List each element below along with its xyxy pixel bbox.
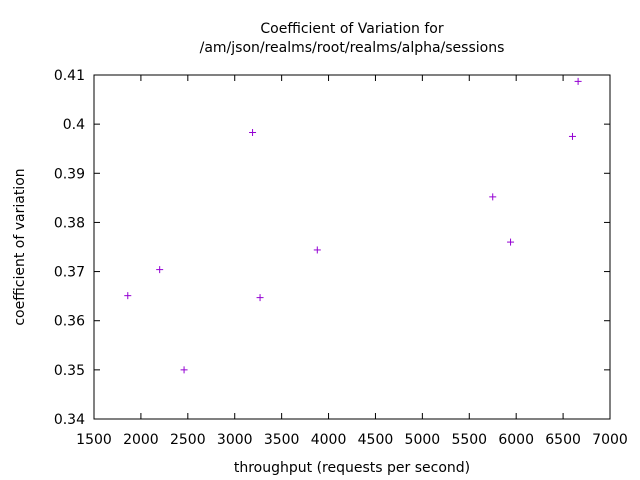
y-axis-label: coefficient of variation [12, 168, 28, 325]
y-tick-label: 0.36 [54, 314, 85, 330]
data-point [313, 246, 321, 254]
x-axis-label: throughput (requests per second) [234, 460, 470, 476]
x-tick-label: 1500 [76, 432, 112, 448]
y-tick-label: 0.4 [63, 117, 85, 133]
chart-title-line-1: Coefficient of Variation for [260, 21, 444, 37]
data-points [124, 77, 582, 374]
data-point [574, 77, 582, 85]
axes: 1500 2000 2500 3000 3500 4000 4500 5000 5500 6000… [54, 68, 628, 448]
y-tick-label: 0.41 [54, 68, 85, 84]
x-tick-label: 3000 [217, 432, 253, 448]
x-tick-label: 2500 [170, 432, 206, 448]
x-tick-label: 2000 [123, 432, 159, 448]
data-point [568, 132, 576, 140]
y-tick-label: 0.39 [54, 166, 85, 182]
x-tick-label: 7000 [592, 432, 628, 448]
x-tick-label: 4000 [311, 432, 347, 448]
data-point [256, 294, 264, 302]
y-tick-label: 0.35 [54, 363, 85, 379]
x-tick-label: 5000 [405, 432, 441, 448]
data-point [124, 292, 132, 300]
data-point [156, 266, 164, 274]
chart-title-line-2: /am/json/realms/root/realms/alpha/sessio… [200, 40, 505, 56]
x-tick-label: 3500 [264, 432, 300, 448]
y-tick-label: 0.38 [54, 215, 85, 231]
y-tick-label: 0.37 [54, 265, 85, 281]
data-point [489, 193, 497, 201]
x-tick-label: 4500 [358, 432, 394, 448]
data-point [249, 128, 257, 136]
y-tick-label: 0.34 [54, 412, 85, 428]
plot-frame [93, 74, 611, 420]
data-point [180, 366, 188, 374]
x-tick-label: 6000 [498, 432, 534, 448]
x-tick-label: 6500 [545, 432, 581, 448]
data-point [507, 238, 515, 246]
x-tick-label: 5500 [451, 432, 487, 448]
